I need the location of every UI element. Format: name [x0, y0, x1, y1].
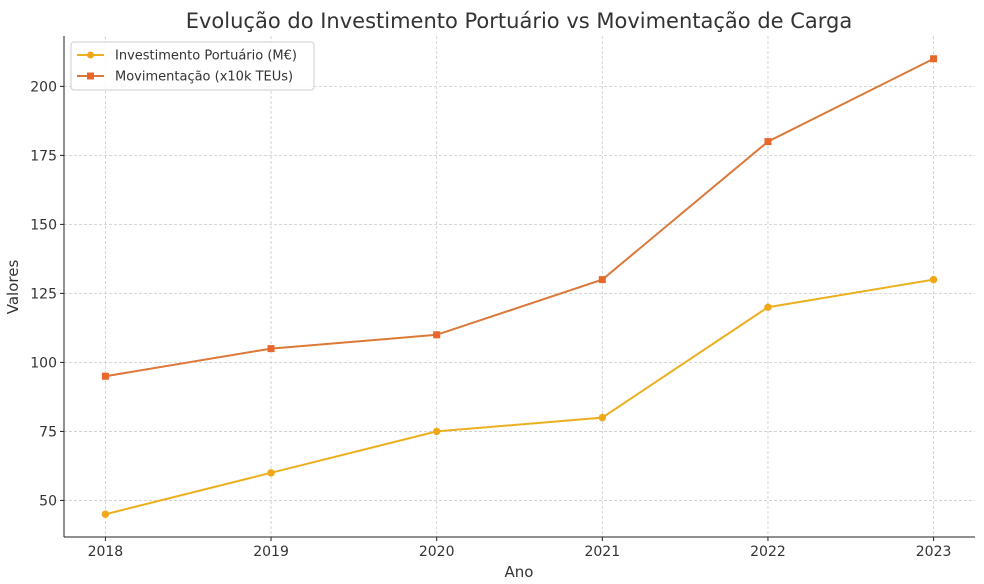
legend: Investimento Portuário (M€) Movimentação…	[70, 41, 315, 91]
data-point	[930, 55, 938, 63]
data-point	[267, 469, 275, 477]
y-tick-label: 50	[39, 493, 57, 509]
data-point	[598, 413, 607, 422]
y-tick-label: 125	[30, 286, 57, 302]
axes	[63, 36, 975, 538]
legend-label-investimento: Investimento Portuário (M€)	[115, 49, 297, 64]
x-tick-label: 2018	[88, 544, 124, 560]
x-tick-label: 2021	[584, 544, 620, 560]
data-point	[764, 138, 772, 146]
data-point	[433, 331, 441, 339]
series-line-1	[105, 57, 935, 378]
data-point	[764, 303, 772, 311]
grid	[64, 36, 975, 537]
series-line-0	[105, 278, 934, 516]
legend-label-movimentacao: Movimentação (x10k TEUs)	[115, 70, 293, 85]
legend-box	[70, 41, 315, 91]
x-axis-label: Ano	[505, 563, 534, 580]
series-group	[101, 55, 938, 518]
y-tick-label: 200	[30, 79, 57, 95]
y-tick-label: 75	[39, 424, 57, 440]
chart-title: Evolução do Investimento Portuário vs Mo…	[186, 9, 853, 33]
y-tick-label: 175	[30, 148, 57, 164]
x-ticks: 2018 2019 2020 2021 2022 2023	[88, 537, 952, 560]
data-point	[929, 275, 938, 284]
data-point	[101, 372, 109, 380]
x-tick-label: 2019	[253, 544, 289, 560]
x-tick-label: 2020	[419, 544, 455, 560]
x-tick-label: 2022	[750, 544, 786, 560]
data-point	[432, 427, 441, 436]
legend-marker-movimentacao	[87, 72, 94, 80]
x-tick-label: 2023	[916, 544, 952, 560]
y-axis-label: Valores	[4, 260, 22, 315]
y-ticks: 50 75 100 125 150 175 200	[30, 79, 64, 509]
data-point	[101, 510, 110, 518]
data-point	[598, 276, 606, 284]
y-tick-label: 100	[30, 355, 57, 371]
data-point	[267, 345, 275, 353]
legend-marker-investimento	[87, 51, 94, 59]
y-tick-label: 150	[30, 217, 57, 233]
